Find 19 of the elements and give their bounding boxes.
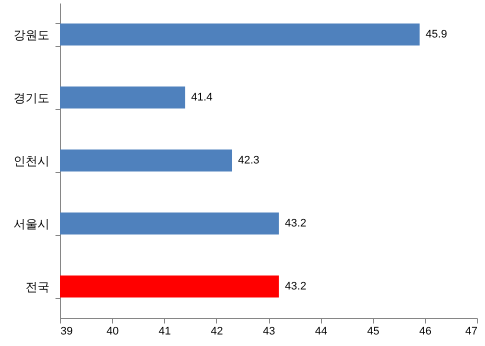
y-tick-label: 전국 [26,280,50,294]
x-tick-label: 39 [60,326,73,338]
x-tick-label: 46 [419,326,432,338]
x-tick-label: 42 [210,326,223,338]
x-tick-label: 47 [465,326,478,338]
y-tick-label: 경기도 [14,91,50,105]
data-label: 41.4 [191,92,213,104]
y-tick-label: 서울시 [14,217,50,231]
y-tick-label: 강원도 [14,28,50,42]
x-tick-label: 43 [262,326,276,338]
data-label: 42.3 [238,154,260,166]
x-tick-label: 41 [158,326,171,338]
y-tick-label: 인천시 [14,154,50,168]
x-tick-label: 45 [367,326,380,338]
data-label: 43.2 [284,280,306,292]
data-label: 43.2 [284,218,306,230]
x-tick-label: 40 [106,326,119,338]
data-label: 45.9 [426,28,448,40]
x-tick-label: 44 [315,326,328,338]
